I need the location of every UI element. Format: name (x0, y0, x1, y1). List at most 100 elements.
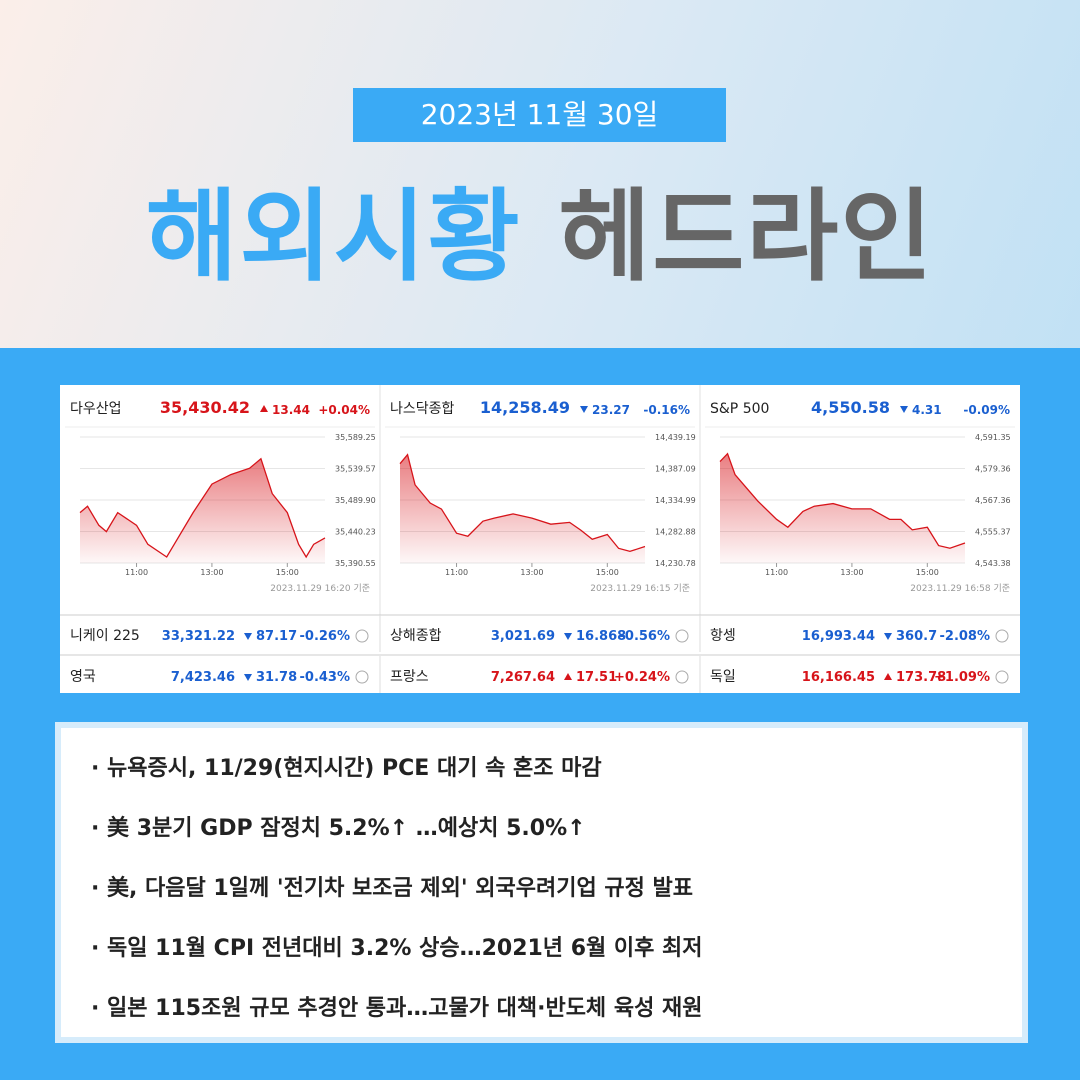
index-change: 31.78 (256, 670, 297, 685)
index-price: 7,267.64 (491, 670, 555, 685)
headline: · 뉴욕증시, 11/29(현지시간) PCE 대기 속 혼조 마감 (91, 750, 602, 782)
arrow (564, 633, 572, 640)
index-price: 7,423.46 (171, 670, 235, 685)
bullet: · (91, 936, 108, 961)
change-pct: -0.16% (643, 403, 690, 417)
x-tick-label: 13:00 (840, 568, 863, 577)
y-tick-label: 35,539.57 (335, 465, 376, 474)
y-tick-label: 14,387.09 (655, 464, 696, 473)
change: 23.27 (592, 403, 630, 417)
line (719, 452, 966, 549)
y-tick-label: 4,555.37 (975, 528, 1011, 537)
y-tick-label: 4,543.38 (975, 559, 1011, 568)
y-tick-label: 35,390.55 (335, 559, 376, 568)
arrow (260, 405, 268, 412)
change-pct: +0.04% (318, 403, 370, 417)
y-tick-label: 4,567.36 (975, 496, 1011, 505)
chart-title: S&P 500 (710, 401, 769, 417)
market-panel: 다우산업 35,430.42 13.44 +0.04% 35,589.25 35,539.… (60, 385, 1020, 693)
expand-icon (995, 629, 1009, 643)
title-gray: 헤드라인 (558, 178, 935, 295)
x-tick-label: 15:00 (916, 568, 939, 577)
arrow (244, 674, 252, 681)
index-name: 프랑스 (390, 669, 429, 685)
footnote: 2023.11.29 16:15 기준 (590, 583, 690, 594)
arrow (580, 406, 588, 413)
headline-text: 독일 11월 CPI 전년대비 3.2% 상승…2021년 6월 이후 최저 (107, 936, 703, 961)
chart-title: 다우산업 (70, 401, 122, 417)
price: 4,550.58 (811, 398, 890, 417)
headline-text: 美, 다음달 1일께 '전기차 보조금 제외' 외국우려기업 규정 발표 (107, 876, 693, 901)
headline: · 일본 115조원 규모 추경안 통과…고물가 대책·반도체 육성 재원 (91, 990, 702, 1022)
change: 13.44 (272, 403, 310, 417)
index-pct: -0.26% (300, 629, 351, 644)
index-pct: -2.08% (940, 629, 991, 644)
index-change: 173.78 (896, 670, 946, 685)
arrow (884, 673, 892, 680)
headline-text: 일본 115조원 규모 추경안 통과…고물가 대책·반도체 육성 재원 (107, 996, 703, 1021)
index-name: 독일 (710, 669, 736, 685)
x-tick-label: 15:00 (276, 568, 299, 577)
date: 2023년 11월 30일 (353, 88, 726, 142)
expand-icon (675, 629, 689, 643)
expand-icon (995, 670, 1009, 684)
title-blue: 해외시황 (145, 178, 522, 295)
headline-text: 美 3분기 GDP 잠정치 5.2%↑ …예상치 5.0%↑ (107, 816, 586, 841)
bullet: · (91, 816, 108, 841)
bullet: · (91, 996, 108, 1021)
index-change: 360.7 (896, 629, 937, 644)
expand-icon (355, 629, 369, 643)
area (720, 453, 965, 563)
y-tick-label: 14,334.99 (655, 496, 696, 505)
y-tick-label: 4,591.35 (975, 433, 1011, 442)
title: 해외시황 헤드라인 (0, 155, 1080, 300)
x-tick-label: 13:00 (520, 568, 543, 577)
index-name: 항셍 (710, 628, 736, 644)
footnote: 2023.11.29 16:58 기준 (910, 583, 1010, 594)
index-name: 상해종합 (390, 628, 442, 644)
expand-icon (355, 670, 369, 684)
y-tick-label: 35,489.90 (335, 496, 376, 505)
index-name: 영국 (70, 669, 96, 685)
arrow (244, 633, 252, 640)
x-tick-label: 11:00 (125, 568, 148, 577)
index-price: 3,021.69 (491, 629, 555, 644)
line (79, 457, 326, 559)
expand-icon (675, 670, 689, 684)
index-price: 33,321.22 (162, 629, 235, 644)
index-change: 16.868 (576, 629, 626, 644)
headline: · 독일 11월 CPI 전년대비 3.2% 상승…2021년 6월 이후 최저 (91, 930, 703, 962)
index-pct: -0.43% (300, 670, 351, 685)
y-tick-label: 35,440.23 (335, 527, 376, 536)
index-change: 17.51 (576, 670, 617, 685)
index-price: 16,166.45 (802, 670, 875, 685)
change-pct: -0.09% (963, 403, 1010, 417)
y-tick-label: 14,439.19 (655, 433, 696, 442)
arrow (564, 673, 572, 680)
x-tick-label: 11:00 (445, 568, 468, 577)
x-tick-label: 15:00 (596, 568, 619, 577)
headline-text: 뉴욕증시, 11/29(현지시간) PCE 대기 속 혼조 마감 (107, 756, 602, 781)
headline: · 美 3분기 GDP 잠정치 5.2%↑ …예상치 5.0%↑ (91, 810, 586, 842)
bullet: · (91, 876, 108, 901)
index-pct: +0.24% (614, 670, 670, 685)
y-tick-label: 4,579.36 (975, 464, 1011, 473)
x-tick-label: 13:00 (200, 568, 223, 577)
index-change: 87.17 (256, 629, 297, 644)
area (80, 458, 325, 563)
price: 14,258.49 (480, 398, 570, 417)
y-tick-label: 14,282.88 (655, 528, 696, 537)
area (400, 454, 645, 563)
index-pct: -0.56% (620, 629, 671, 644)
x-tick-label: 11:00 (765, 568, 788, 577)
footnote: 2023.11.29 16:20 기준 (270, 583, 370, 594)
arrow (884, 633, 892, 640)
index-name: 니케이 225 (70, 628, 140, 644)
market-svg: 다우산업 35,430.42 13.44 +0.04% 35,589.25 35,539.… (60, 385, 1020, 693)
bullet: · (91, 756, 108, 781)
y-tick-label: 35,589.25 (335, 433, 376, 442)
arrow (900, 406, 908, 413)
chart-title: 나스닥종합 (390, 401, 455, 417)
headline: · 美, 다음달 1일께 '전기차 보조금 제외' 외국우려기업 규정 발표 (91, 870, 693, 902)
